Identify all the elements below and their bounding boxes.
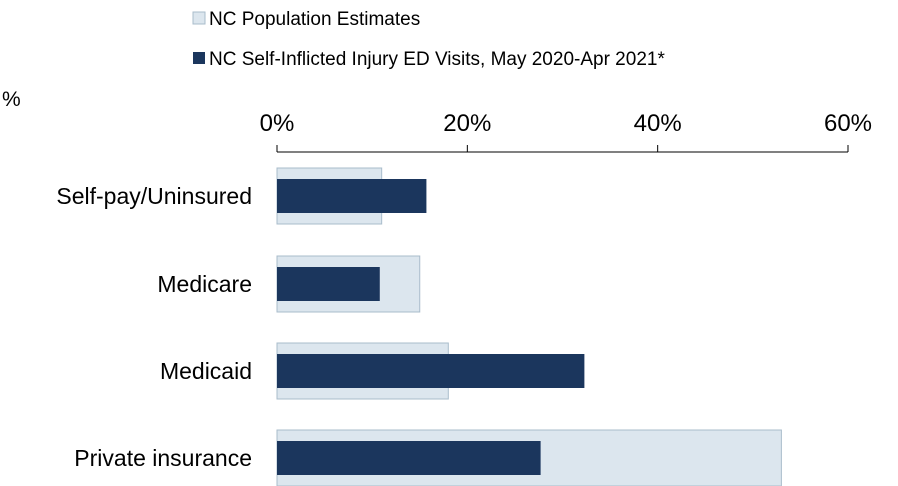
category-label: Self-pay/Uninsured	[56, 183, 252, 209]
x-tick-label: 60%	[824, 110, 872, 137]
legend-label-1: NC Population Estimates	[209, 9, 420, 30]
x-tick-label: 20%	[443, 110, 491, 137]
category-label: Medicare	[157, 271, 252, 297]
legend-swatch-1	[192, 11, 206, 25]
bar-ed-visits-4	[277, 441, 541, 475]
category-labels: Self-pay/Uninsured Medicare Medicaid Privat…	[56, 183, 252, 471]
bar-ed-visits-1	[277, 179, 427, 213]
x-tick-label: 40%	[634, 110, 682, 137]
category-label: Medicaid	[160, 358, 252, 384]
category-label: Private insurance	[74, 445, 252, 471]
legend-swatch-2	[193, 52, 205, 64]
unit-label: %	[2, 88, 21, 111]
bar-ed-visits-2	[277, 267, 380, 301]
bars	[276, 167, 782, 486]
legend: NC Population Estimates NC Self-Inflicted…	[192, 9, 665, 70]
legend-label-2: NC Self-Inflicted Injury ED Visits, May …	[209, 49, 665, 70]
bar-ed-visits-3	[277, 354, 585, 388]
x-axis: 0% 20% 40% 60%	[260, 110, 872, 153]
x-tick-label: 0%	[260, 110, 295, 137]
